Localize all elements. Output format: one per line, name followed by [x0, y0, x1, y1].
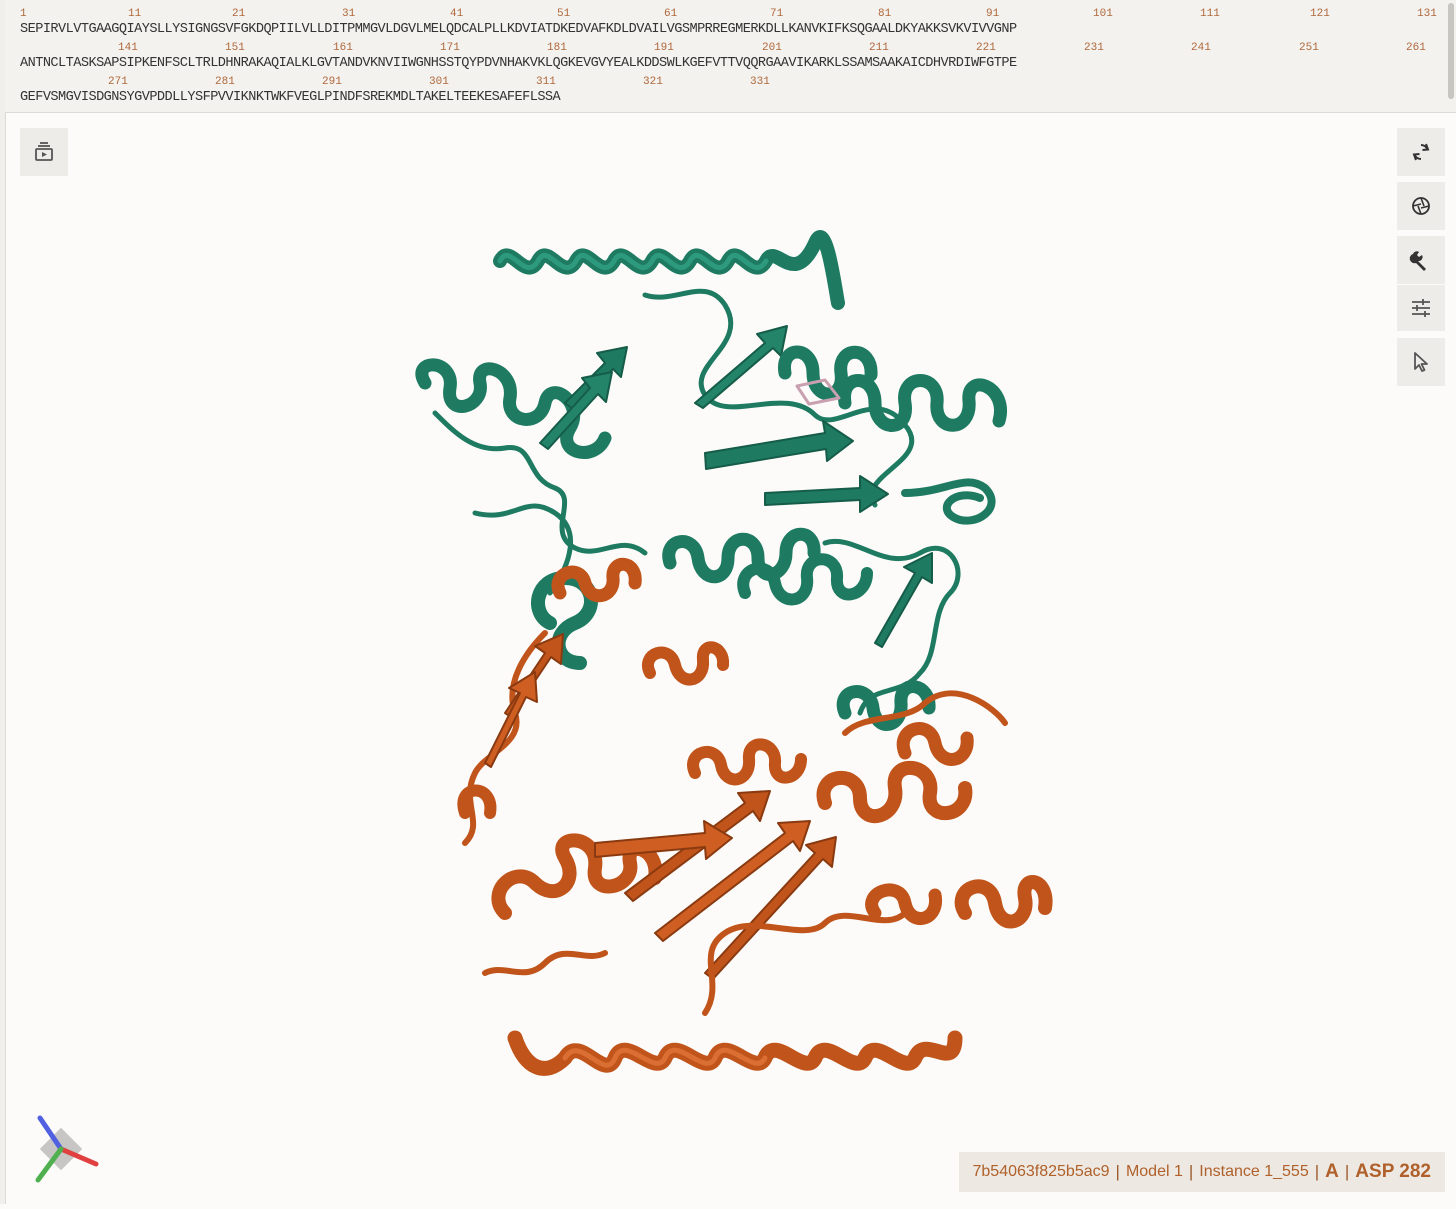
sequence-residues[interactable]: GEFVSMGVISDGNSYGVPDDLLYSFPVVIKNKTWKFVEGL…: [20, 90, 560, 105]
residue-number: 301: [429, 76, 449, 88]
residue-number: 261: [1406, 42, 1426, 54]
sliders-icon: [1409, 296, 1433, 320]
residue-number: 231: [1084, 42, 1104, 54]
sequence-line: 1 11 21 31 41 51 61 71 81 91 101 111 121…: [20, 8, 1445, 42]
separator: |: [1116, 1162, 1120, 1182]
chain-b-ribbon: [463, 564, 1045, 1068]
residue-number: 271: [108, 76, 128, 88]
scrollbar-thumb[interactable]: [1448, 3, 1454, 99]
residue-number: 11: [128, 8, 141, 20]
cursor-icon: [1409, 350, 1433, 374]
sequence-numbers: 1 11 21 31 41 51 61 71 81 91 101 111 121…: [20, 8, 1445, 21]
selection-mode-button[interactable]: [1397, 338, 1445, 386]
residue-number: 131: [1417, 8, 1437, 20]
residue-number: 121: [1310, 8, 1330, 20]
separator: |: [1189, 1162, 1193, 1182]
residue-number: 21: [232, 8, 245, 20]
residue-number: 161: [333, 42, 353, 54]
residue-number: 71: [770, 8, 783, 20]
residue-number: 181: [547, 42, 567, 54]
residue-number: 51: [557, 8, 570, 20]
residue-number: 191: [654, 42, 674, 54]
residue-number: 101: [1093, 8, 1113, 20]
residue-number: 141: [118, 42, 138, 54]
screenshot-button[interactable]: [1397, 182, 1445, 230]
structure-canvas[interactable]: [5, 113, 1456, 1204]
residue-label: ASP 282: [1355, 1161, 1431, 1183]
reset-view-button[interactable]: [1397, 128, 1445, 176]
sequence-panel[interactable]: 1 11 21 31 41 51 61 71 81 91 101 111 121…: [5, 0, 1456, 113]
residue-number: 211: [869, 42, 889, 54]
settings-button[interactable]: [1397, 236, 1445, 284]
sequence-numbers: 141 151 161 171 181 191 201 211 221 231 …: [20, 42, 1445, 55]
residue-number: 311: [536, 76, 556, 88]
residue-number: 281: [215, 76, 235, 88]
sequence-residues[interactable]: SEPIRVLVTGAAGQIAYSLLYSIGNGSVFGKDQPIILVLL…: [20, 22, 1017, 37]
residue-number: 291: [322, 76, 342, 88]
screenshot-icon: [1409, 194, 1433, 218]
sequence-scrollbar[interactable]: [1446, 0, 1456, 112]
controls-button[interactable]: [1397, 285, 1445, 331]
residue-number: 151: [225, 42, 245, 54]
residue-number: 1: [20, 8, 27, 20]
residue-number: 111: [1200, 8, 1220, 20]
animation-icon: [32, 140, 56, 164]
entry-id: 7b54063f825b5ac9: [973, 1163, 1110, 1181]
wrench-icon: [1409, 248, 1433, 272]
separator: |: [1345, 1162, 1349, 1182]
residue-number: 221: [976, 42, 996, 54]
residue-number: 241: [1191, 42, 1211, 54]
model-label: Model 1: [1126, 1163, 1183, 1181]
residue-number: 61: [664, 8, 677, 20]
residue-number: 251: [1299, 42, 1319, 54]
residue-number: 91: [986, 8, 999, 20]
axes-indicator: [30, 1108, 110, 1188]
sequence-numbers: 271 281 291 301 311 321 331: [20, 76, 1445, 89]
separator: |: [1315, 1162, 1319, 1182]
residue-number: 201: [762, 42, 782, 54]
residue-number: 81: [878, 8, 891, 20]
instance-label: Instance 1_555: [1199, 1163, 1308, 1181]
highlight-info-bar: 7b54063f825b5ac9 | Model 1 | Instance 1_…: [959, 1152, 1446, 1192]
sequence-line: 271 281 291 301 311 321 331 GEFVSMGVISDG…: [20, 76, 1445, 110]
3d-viewport[interactable]: [5, 113, 1456, 1204]
residue-number: 31: [342, 8, 355, 20]
residue-number: 331: [750, 76, 770, 88]
chain-label: A: [1325, 1161, 1339, 1183]
residue-number: 41: [450, 8, 463, 20]
sequence-residues[interactable]: ANTNCLTASKSAPSIPKENFSCLTRLDHNRAKAQIALKLG…: [20, 56, 1017, 71]
reset-view-icon: [1409, 140, 1433, 164]
animation-button[interactable]: [20, 128, 68, 176]
residue-number: 171: [440, 42, 460, 54]
residue-number: 321: [643, 76, 663, 88]
sequence-line: 141 151 161 171 181 191 201 211 221 231 …: [20, 42, 1445, 76]
